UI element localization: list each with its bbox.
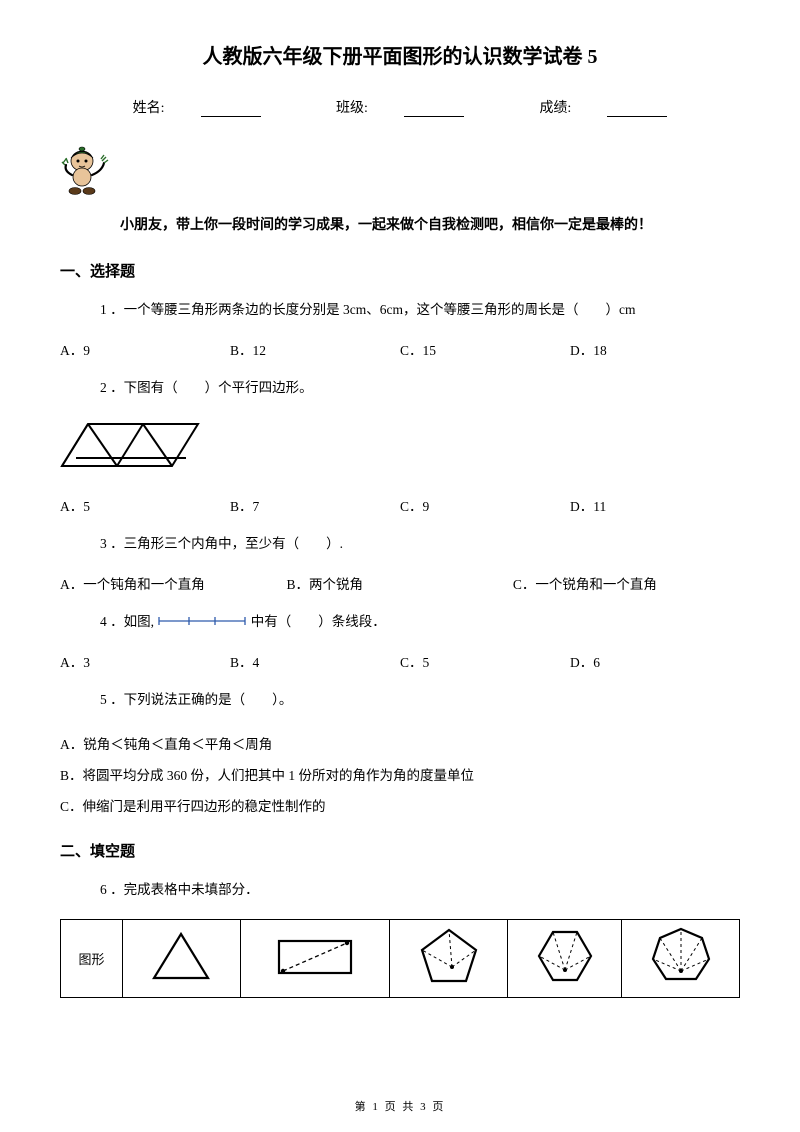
q2-opt-a: A．5 [60,495,230,515]
shape-heptagon [622,919,740,997]
q4-opt-b: B．4 [230,651,400,671]
q3-opt-a: A．一个钝角和一个直角 [60,573,286,593]
q3-opt-c: C．一个锐角和一个直角 [513,573,739,593]
shape-hexagon [507,919,621,997]
q6-text: 6 ．完成表格中未填部分． [100,879,740,901]
q4-options: A．3 B．4 C．5 D．6 [60,651,740,671]
class-blank [404,103,464,117]
q2-figure [60,416,740,481]
shape-table: 图形 [60,919,740,998]
q1-opt-b: B．12 [230,339,400,359]
section-1-head: 一、选择题 [60,260,740,281]
q1-text: 1 ．一个等腰三角形两条边的长度分别是 3cm、6cm，这个等腰三角形的周长是（… [100,299,740,321]
q2-opt-d: D．11 [570,495,740,515]
q1-opt-c: C．15 [400,339,570,359]
q4-text: 4 ．如图, 中有（ ）条线段． [100,611,740,634]
score-label: 成绩: [539,101,571,116]
q1-options: A．9 B．12 C．15 D．18 [60,339,740,359]
q5-opt-c: C．伸缩门是利用平行四边形的稳定性制作的 [60,791,740,822]
q5-opt-a: A．锐角＜钝角＜直角＜平角＜周角 [60,729,740,760]
encourage-text: 小朋友，带上你一段时间的学习成果，一起来做个自我检测吧，相信你一定是最棒的！ [120,214,740,234]
class-label: 班级: [336,101,368,116]
q2-opt-b: B．7 [230,495,400,515]
q4-text-b: 中有（ ）条线段． [251,614,386,629]
page-footer: 第 1 页 共 3 页 [0,1098,800,1114]
name-blank [201,103,261,117]
q3-opt-b: B．两个锐角 [286,573,512,593]
q4-opt-a: A．3 [60,651,230,671]
q4-opt-c: C．5 [400,651,570,671]
q5-options: A．锐角＜钝角＜直角＜平角＜周角 B．将圆平均分成 360 份，人们把其中 1 … [60,729,740,822]
q1-opt-a: A．9 [60,339,230,359]
q3-text: 3 ．三角形三个内角中，至少有（ ）. [100,533,740,555]
shape-pentagon [390,919,508,997]
q4-text-a: 4 ．如图, [100,614,154,629]
q3-options: A．一个钝角和一个直角 B．两个锐角 C．一个锐角和一个直角 [60,573,740,593]
name-label: 姓名: [133,101,165,116]
shape-rectangle [240,919,389,997]
section-2-head: 二、填空题 [60,840,740,861]
table-row: 图形 [61,919,740,997]
q2-options: A．5 B．7 C．9 D．11 [60,495,740,515]
q5-opt-b: B．将圆平均分成 360 份，人们把其中 1 份所对的角作为角的度量单位 [60,760,740,791]
q1-opt-d: D．18 [570,339,740,359]
q4-segment-icon [157,612,247,634]
score-blank [607,103,667,117]
shape-triangle [123,919,241,997]
page-title: 人教版六年级下册平面图形的认识数学试卷 5 [60,40,740,69]
table-head-cell: 图形 [61,919,123,997]
info-row: 姓名: 班级: 成绩: [60,97,740,117]
q2-text: 2 ．下图有（ ）个平行四边形。 [100,377,740,399]
q2-opt-c: C．9 [400,495,570,515]
q4-opt-d: D．6 [570,651,740,671]
q5-text: 5 ．下列说法正确的是（ ）。 [100,689,740,711]
mascot-icon [60,141,740,204]
